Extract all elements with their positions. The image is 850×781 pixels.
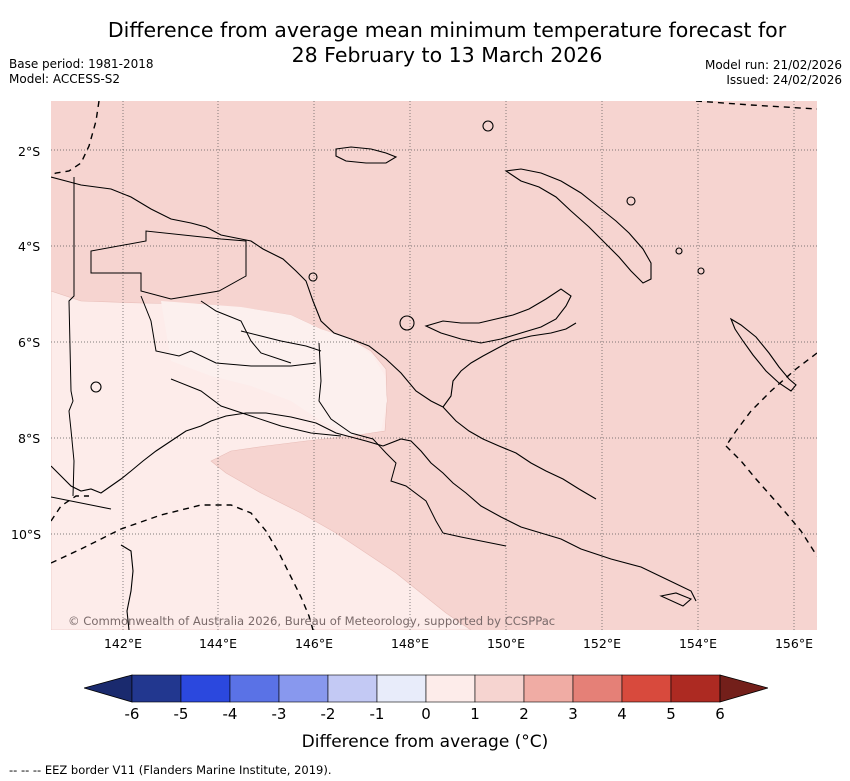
title-line-1: Difference from average mean minimum tem… xyxy=(107,18,787,42)
lon-label-148e: 148°E xyxy=(390,636,429,651)
lat-label-2s: 2°S xyxy=(18,144,41,159)
lon-label-150e: 150°E xyxy=(486,636,525,651)
colorbar-segment xyxy=(278,674,329,703)
map-title: Difference from average mean minimum tem… xyxy=(90,18,804,68)
colorbar-tick-label: -4 xyxy=(222,705,238,723)
colorbar-segment xyxy=(523,674,574,703)
colorbar-tick-label: 3 xyxy=(568,705,578,723)
colorbar-tick-label: 1 xyxy=(470,705,480,723)
colorbar-segment xyxy=(670,674,721,703)
colorbar-tick-label: -2 xyxy=(320,705,336,723)
colorbar-tick-label: -6 xyxy=(124,705,140,723)
colorbar-tick-label: 4 xyxy=(617,705,627,723)
eez-borders xyxy=(51,101,817,630)
map-panel xyxy=(51,101,817,630)
lat-label-4s: 4°S xyxy=(18,239,41,254)
lon-label-146e: 146°E xyxy=(294,636,333,651)
colorbar-segment xyxy=(621,674,672,703)
colorbar-tick-label: 6 xyxy=(715,705,725,723)
coastlines xyxy=(51,120,797,630)
model-info: Base period: 1981-2018 Model: ACCESS-S2 xyxy=(9,57,154,87)
colorbar-segments xyxy=(131,674,721,703)
lat-label-6s: 6°S xyxy=(18,335,41,350)
colorbar-segment xyxy=(474,674,525,703)
colorbar-segment xyxy=(572,674,623,703)
map-svg xyxy=(51,101,817,630)
colorbar-tick-label: 0 xyxy=(421,705,431,723)
anomaly-0-to-1-patch xyxy=(161,301,387,436)
colorbar-label: Difference from average (°C) xyxy=(301,732,549,752)
issued-date: Issued: 24/02/2026 xyxy=(726,73,842,87)
model-name: Model: ACCESS-S2 xyxy=(9,72,121,86)
colorbar-over-arrow xyxy=(719,674,768,703)
colorbar-tick-label: -1 xyxy=(369,705,385,723)
colorbar-tick-label: -3 xyxy=(271,705,287,723)
eez-footnote: -- -- -- EEZ border V11 (Flanders Marine… xyxy=(9,763,332,777)
borders xyxy=(68,177,507,547)
colorbar-tick-label: 5 xyxy=(666,705,676,723)
colorbar-segment xyxy=(376,674,427,703)
model-run-date: Model run: 21/02/2026 xyxy=(704,58,842,72)
lon-label-142e: 142°E xyxy=(103,636,142,651)
lon-label-156e: 156°E xyxy=(774,636,813,651)
lat-label-10s: 10°S xyxy=(11,527,42,542)
run-info: Model run: 21/02/2026 Issued: 24/02/2026 xyxy=(705,58,842,88)
colorbar-under-arrow xyxy=(84,674,133,703)
lon-label-144e: 144°E xyxy=(198,636,237,651)
map-credit: © Commonwealth of Australia 2026, Bureau… xyxy=(68,614,556,628)
colorbar-segment xyxy=(180,674,231,703)
colorbar-segment xyxy=(131,674,182,703)
lon-label-154e: 154°E xyxy=(678,636,717,651)
graticule xyxy=(51,101,817,630)
colorbar-segment xyxy=(425,674,476,703)
base-period: Base period: 1981-2018 xyxy=(9,57,154,71)
colorbar-segment xyxy=(229,674,280,703)
colorbar xyxy=(84,674,768,703)
title-line-2: 28 February to 13 March 2026 xyxy=(291,43,603,67)
colorbar-segment xyxy=(327,674,378,703)
lat-label-8s: 8°S xyxy=(18,431,41,446)
colorbar-tick-label: -5 xyxy=(173,705,189,723)
lon-label-152e: 152°E xyxy=(582,636,621,651)
colorbar-tick-label: 2 xyxy=(519,705,529,723)
